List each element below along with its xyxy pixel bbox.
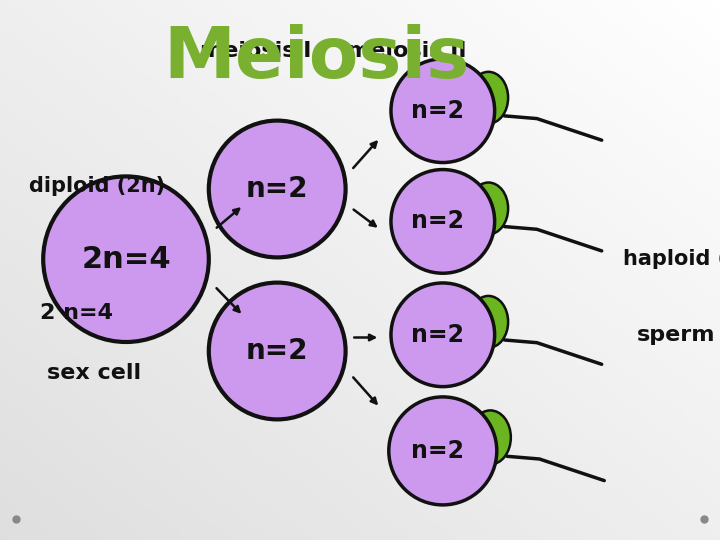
Text: diploid (2n): diploid (2n) bbox=[29, 176, 165, 197]
Text: n=2: n=2 bbox=[410, 99, 464, 123]
Text: n=2: n=2 bbox=[410, 323, 464, 347]
Ellipse shape bbox=[391, 59, 495, 163]
Ellipse shape bbox=[470, 410, 511, 464]
Ellipse shape bbox=[209, 282, 346, 420]
Text: haploid (n): haploid (n) bbox=[623, 249, 720, 269]
Text: n=2: n=2 bbox=[410, 439, 464, 463]
Ellipse shape bbox=[209, 120, 346, 258]
Ellipse shape bbox=[391, 283, 495, 387]
Text: sperm: sperm bbox=[637, 325, 716, 345]
Text: sex cell: sex cell bbox=[47, 362, 141, 383]
Ellipse shape bbox=[389, 397, 497, 505]
Text: 2 n=4: 2 n=4 bbox=[40, 303, 112, 323]
Ellipse shape bbox=[43, 177, 209, 342]
Ellipse shape bbox=[469, 183, 508, 234]
Ellipse shape bbox=[469, 72, 508, 124]
Text: meiosis I: meiosis I bbox=[200, 41, 311, 62]
Text: n=2: n=2 bbox=[246, 337, 308, 365]
Text: meiosis II: meiosis II bbox=[347, 41, 467, 62]
Ellipse shape bbox=[469, 296, 508, 348]
Text: n=2: n=2 bbox=[246, 175, 308, 203]
Text: Meiosis: Meiosis bbox=[163, 24, 470, 93]
Ellipse shape bbox=[391, 170, 495, 273]
Text: n=2: n=2 bbox=[410, 210, 464, 233]
Text: 2n=4: 2n=4 bbox=[81, 245, 171, 274]
